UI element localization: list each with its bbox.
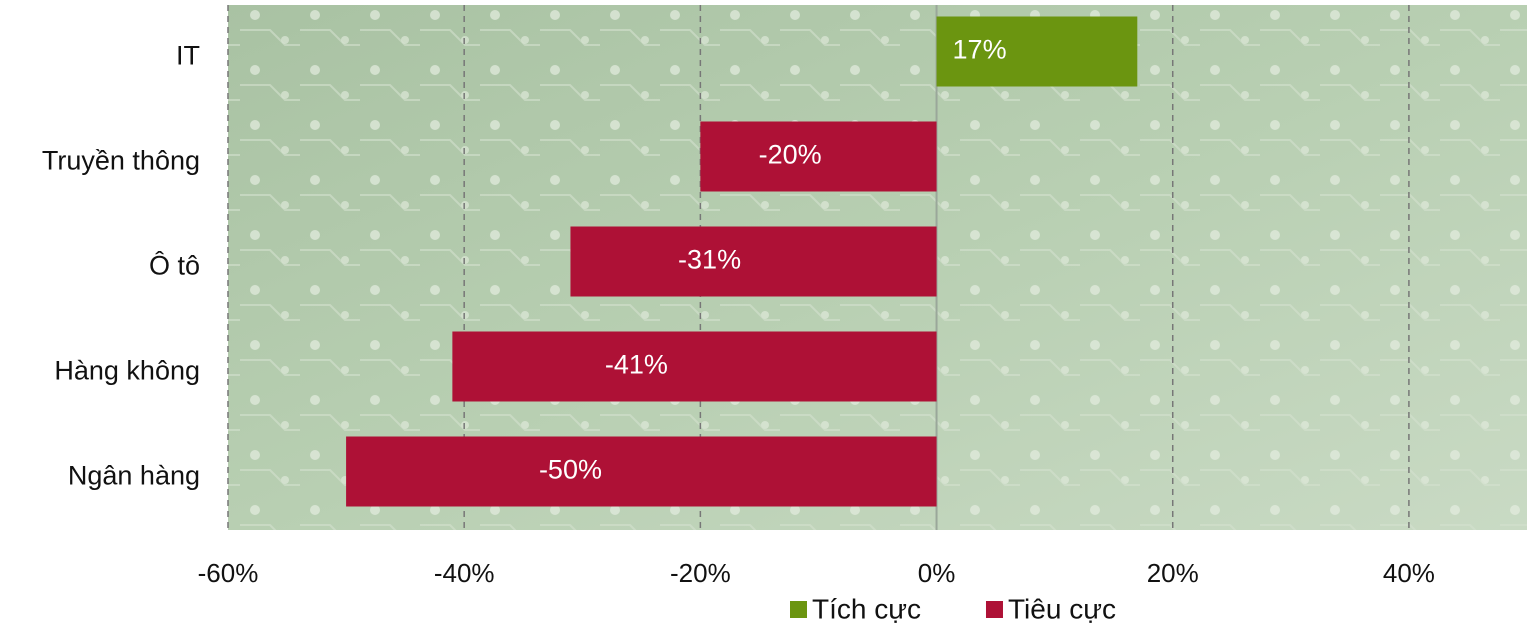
x-tick-label: -20% <box>670 558 731 588</box>
bars <box>346 16 1138 507</box>
data-label: 17% <box>953 35 1007 65</box>
bar <box>936 16 1138 87</box>
x-tick-label: 20% <box>1147 558 1199 588</box>
data-label: -20% <box>759 140 822 170</box>
y-tick-label: Truyền thông <box>42 146 200 176</box>
bar <box>570 226 937 297</box>
y-tick-label: IT <box>176 41 200 71</box>
data-label: -41% <box>605 350 668 380</box>
bar <box>700 121 937 192</box>
grid <box>227 5 1410 530</box>
legend-swatch <box>985 601 1003 618</box>
x-tick-label: 0% <box>918 558 956 588</box>
y-tick-label: Hàng không <box>54 356 200 386</box>
x-tick-label: -60% <box>198 558 259 588</box>
labels: -60% -40% -20% 0% 20% 40% IT Truyền thông Ô tô Hà… <box>42 35 1435 625</box>
legend-label: Tích cực <box>812 593 921 624</box>
bar <box>452 331 937 402</box>
x-tick-label: -40% <box>434 558 495 588</box>
y-tick-label: Ô tô <box>149 250 200 281</box>
legend-swatch <box>790 601 807 618</box>
x-tick-label: 40% <box>1383 558 1435 588</box>
y-tick-label: Ngân hàng <box>68 461 200 491</box>
legend-label: Tiêu cực <box>1008 593 1116 624</box>
data-label: -31% <box>678 245 741 275</box>
data-label: -50% <box>539 455 602 485</box>
bar <box>346 436 937 507</box>
